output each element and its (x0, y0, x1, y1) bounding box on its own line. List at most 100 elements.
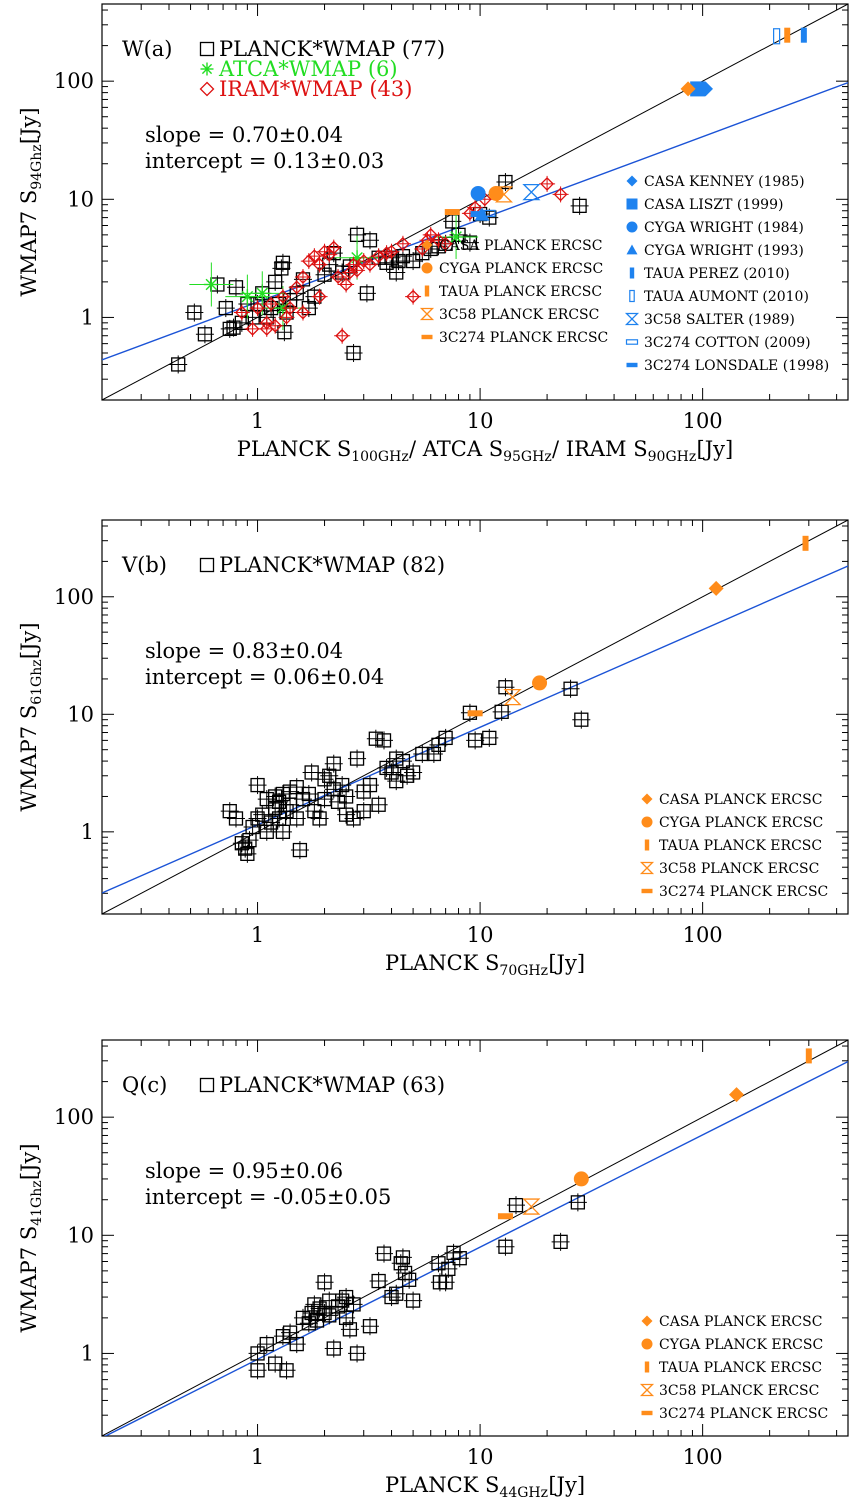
legend-label: CASA LISZT (1999) (644, 197, 783, 213)
point-planck-wmap-63-mark (389, 1286, 404, 1301)
point-planck-wmap-82 (243, 817, 262, 836)
point-planck-wmap-63 (360, 1317, 379, 1336)
point-planck-wmap-82 (374, 731, 393, 750)
y-axis-label: WMAP7 S41Ghz [Jy] (17, 1143, 45, 1332)
legend-marker-casa-planck-ercsc (421, 239, 433, 251)
panel-label: W(a) (122, 37, 173, 61)
point-planck-wmap-82-mark (240, 846, 255, 861)
panel-label: V(b) (121, 553, 167, 577)
legend-label: CASA PLANCK ERCSC (659, 1314, 822, 1330)
fit-line (103, 1060, 848, 1436)
legend-marker-planck-wmap-63 (199, 1077, 215, 1093)
point-planck-wmap-63 (337, 1288, 356, 1307)
point-planck-wmap-77-mark (197, 327, 213, 342)
legend-marker-taua-perez-2010 (629, 267, 635, 279)
legend-marker-cyga-planck-ercsc-mark (641, 816, 653, 828)
point-planck-wmap-63-mark (250, 1363, 265, 1378)
x-tick-label: 1 (251, 923, 264, 947)
point-iram-wmap-43-mark (259, 321, 274, 336)
point-planck-wmap-77 (272, 259, 291, 278)
point-planck-wmap-82-mark (438, 730, 453, 746)
legend-marker-cyga-wright-1993-mark (626, 244, 638, 255)
point-3c274-planck-ercsc-mark (497, 1213, 513, 1220)
point-iram-wmap-43-mark (335, 328, 350, 343)
point-planck-wmap-77 (185, 303, 204, 322)
point-planck-wmap-63-mark (289, 1336, 304, 1352)
point-3c58-planck-ercsc-mark (503, 688, 522, 706)
lines (102, 520, 848, 914)
legend-label: TAUA PLANCK ERCSC (659, 838, 822, 854)
point-taua-aumont-2010-mark (773, 28, 781, 45)
point-iram-wmap-43-mark (379, 246, 394, 261)
legend-marker-cyga-wright-1984-mark (626, 221, 638, 233)
point-planck-wmap-82 (273, 822, 292, 841)
point-taua-planck-ercsc-mark (784, 27, 791, 43)
point-iram-wmap-43 (278, 309, 295, 326)
point-planck-wmap-63 (348, 1344, 367, 1363)
point-iram-wmap-43-mark (371, 249, 386, 264)
point-planck-wmap-77 (275, 323, 294, 342)
point-planck-wmap-77-mark (275, 255, 291, 270)
point-planck-wmap-82-mark (301, 786, 316, 802)
point-planck-wmap-82 (337, 805, 356, 824)
point-3c274-lonsdale-1998-mark (470, 211, 486, 218)
point-planck-wmap-77 (216, 299, 235, 318)
point-atca-wmap-6 (189, 262, 234, 307)
point-planck-wmap-82-mark (275, 824, 291, 839)
point-planck-wmap-82 (436, 728, 455, 747)
point-planck-wmap-63 (248, 1361, 267, 1380)
point-planck-wmap-82-mark (356, 803, 371, 819)
point-planck-wmap-63-mark (441, 1261, 456, 1276)
point-planck-wmap-82 (404, 763, 423, 782)
point-iram-wmap-43-mark (438, 236, 453, 251)
point-3c58-planck-ercsc-mark (494, 186, 514, 203)
point-planck-wmap-63 (305, 1295, 324, 1314)
legend-marker-taua-aumont-2010 (629, 289, 635, 303)
point-planck-wmap-77 (570, 196, 589, 215)
point-cyga-planck-ercsc (532, 675, 548, 691)
point-iram-wmap-43 (334, 327, 351, 344)
legend-label: 3C274 COTTON (2009) (644, 335, 811, 351)
point-planck-wmap-82 (561, 679, 580, 698)
point-planck-wmap-63-mark (338, 1289, 354, 1305)
point-planck-wmap-82-mark (250, 777, 265, 793)
point-planck-wmap-82-mark (292, 842, 308, 858)
point-iram-wmap-43 (258, 320, 275, 337)
point-iram-wmap-43-mark (289, 280, 304, 295)
point-cyga-planck-ercsc-mark (488, 185, 504, 201)
legend-marker-3c274-planck-ercsc-mark (421, 334, 433, 340)
point-planck-wmap-82 (232, 834, 251, 853)
point-iram-wmap-43 (361, 256, 378, 273)
point-planck-wmap-63-mark (309, 1313, 325, 1328)
legend-label: CYGA PLANCK ERCSC (439, 261, 603, 277)
legend-marker-casa-planck-ercsc-mark (641, 1315, 653, 1327)
point-planck-wmap-63 (277, 1361, 296, 1380)
point-planck-wmap-63 (387, 1284, 406, 1303)
legend-marker-cyga-wright-1984 (626, 221, 638, 233)
point-planck-wmap-77-mark (187, 305, 202, 320)
legend-marker-3c274-lonsdale-1998 (626, 362, 638, 368)
y-tick-label: 1 (81, 1341, 94, 1365)
point-3c58-planck-ercsc (503, 688, 522, 706)
point-planck-wmap-82 (382, 763, 401, 782)
legend-marker-3c274-planck-ercsc (421, 334, 433, 340)
legend-marker-casa-planck-ercsc (641, 1315, 653, 1327)
data-points (169, 27, 807, 374)
point-iram-wmap-43-mark (250, 301, 265, 315)
point-planck-wmap-77-mark (228, 280, 244, 295)
point-planck-wmap-82 (290, 841, 309, 860)
point-iram-wmap-43 (311, 288, 328, 305)
point-planck-wmap-82-mark (371, 797, 386, 812)
y-tick-label: 100 (54, 1105, 94, 1129)
point-iram-wmap-43-mark (350, 263, 364, 278)
data-points (248, 1048, 812, 1380)
point-planck-wmap-63-mark (259, 1336, 274, 1352)
point-casa-planck-ercsc-mark (708, 580, 724, 596)
legend-label: CYGA PLANCK ERCSC (659, 815, 823, 831)
point-planck-wmap-82-mark (379, 760, 394, 776)
legend-marker-planck-wmap-82 (199, 557, 215, 573)
point-iram-wmap-43-mark (275, 289, 290, 304)
point-planck-wmap-63 (551, 1232, 570, 1251)
point-planck-wmap-63-mark (275, 1329, 291, 1344)
